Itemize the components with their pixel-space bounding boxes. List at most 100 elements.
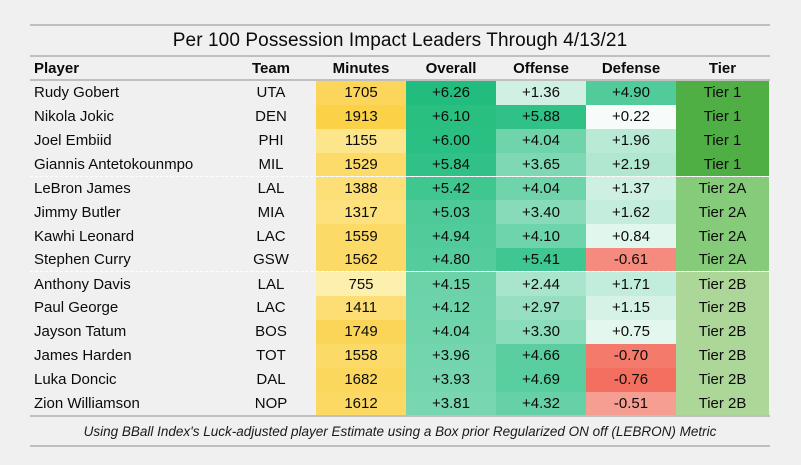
- table-row: Stephen Curry GSW 1562 +4.80 +5.41 -0.61…: [30, 248, 770, 273]
- footnote: Using BBall Index's Luck-adjusted player…: [83, 423, 717, 439]
- offense-cell: +2.97: [496, 296, 586, 320]
- player-name-cell: Rudy Gobert: [34, 84, 120, 102]
- minutes-cell: 1155: [316, 128, 406, 153]
- player-name-cell: Nikola Jokic: [34, 108, 115, 126]
- team-cell: MIL: [258, 155, 284, 173]
- defense-cell: +1.37: [586, 176, 676, 201]
- header-row: Player Team Minutes Overall Offense Defe…: [30, 57, 770, 79]
- table-row: Kawhi Leonard LAC 1559 +4.94 +4.10 +0.84…: [30, 224, 770, 249]
- tier-cell: Tier 2A: [676, 224, 769, 249]
- minutes-cell: 1913: [316, 104, 406, 129]
- overall-cell: +4.94: [406, 224, 496, 249]
- defense-cell: +4.90: [586, 81, 676, 105]
- title-rule: [30, 55, 770, 57]
- team-cell: LAL: [257, 180, 285, 197]
- table-row: Jimmy Butler MIA 1317 +5.03 +3.40 +1.62 …: [30, 200, 770, 225]
- tier-cell: Tier 2B: [676, 367, 769, 392]
- header-defense: Defense: [601, 59, 661, 77]
- table-row: Rudy Gobert UTA 1705 +6.26 +1.36 +4.90 T…: [30, 81, 770, 105]
- tier-cell: Tier 2B: [676, 272, 769, 297]
- table-row: Joel Embiid PHI 1155 +6.00 +4.04 +1.96 T…: [30, 128, 770, 153]
- table-row: Zion Williamson NOP 1612 +3.81 +4.32 -0.…: [30, 391, 770, 416]
- bottom-rule: [30, 445, 770, 448]
- overall-cell: +5.03: [406, 200, 496, 225]
- offense-cell: +5.88: [496, 104, 586, 129]
- overall-cell: +4.04: [406, 319, 496, 344]
- tier-cell: Tier 1: [676, 152, 769, 176]
- minutes-cell: 1682: [316, 367, 406, 392]
- defense-cell: +1.96: [586, 128, 676, 153]
- tier-cell: Tier 1: [676, 81, 769, 105]
- table-row: LeBron James LAL 1388 +5.42 +4.04 +1.37 …: [30, 176, 770, 201]
- defense-cell: -0.76: [586, 367, 676, 392]
- player-name-cell: Kawhi Leonard: [34, 227, 135, 245]
- header-player: Player: [34, 59, 80, 77]
- table-row: Luka Doncic DAL 1682 +3.93 +4.69 -0.76 T…: [30, 367, 770, 392]
- header-offense: Offense: [513, 59, 569, 77]
- table-body: Rudy Gobert UTA 1705 +6.26 +1.36 +4.90 T…: [30, 81, 770, 416]
- top-rule: [30, 24, 770, 26]
- tier-cell: Tier 1: [676, 128, 769, 153]
- defense-cell: +1.15: [586, 296, 676, 320]
- minutes-cell: 1612: [316, 391, 406, 416]
- team-cell: LAC: [256, 299, 286, 317]
- minutes-cell: 1562: [316, 248, 406, 272]
- table-row: Jayson Tatum BOS 1749 +4.04 +3.30 +0.75 …: [30, 319, 770, 344]
- overall-cell: +6.00: [406, 128, 496, 153]
- overall-cell: +5.84: [406, 152, 496, 176]
- player-name-cell: Paul George: [34, 299, 119, 317]
- overall-cell: +6.26: [406, 81, 496, 105]
- team-cell: TOT: [256, 347, 286, 365]
- defense-cell: +1.62: [586, 200, 676, 225]
- offense-cell: +4.66: [496, 343, 586, 368]
- offense-cell: +4.04: [496, 128, 586, 153]
- minutes-cell: 1559: [316, 224, 406, 249]
- minutes-cell: 1388: [316, 176, 406, 201]
- overall-cell: +3.96: [406, 343, 496, 368]
- offense-cell: +3.40: [496, 200, 586, 225]
- table-row: Nikola Jokic DEN 1913 +6.10 +5.88 +0.22 …: [30, 104, 770, 129]
- offense-cell: +3.30: [496, 319, 586, 344]
- overall-cell: +4.12: [406, 296, 496, 320]
- tier-cell: Tier 2B: [676, 343, 769, 368]
- header-tier: Tier: [708, 59, 737, 77]
- team-cell: BOS: [255, 323, 287, 341]
- minutes-cell: 755: [316, 272, 406, 297]
- player-name-cell: Jayson Tatum: [34, 323, 127, 341]
- header-team: Team: [251, 59, 291, 77]
- tier-cell: Tier 2A: [676, 176, 769, 201]
- minutes-cell: 1558: [316, 343, 406, 368]
- minutes-cell: 1529: [316, 152, 406, 176]
- defense-cell: -0.51: [586, 391, 676, 416]
- offense-cell: +5.41: [496, 248, 586, 272]
- overall-cell: +3.93: [406, 367, 496, 392]
- team-cell: LAL: [257, 275, 285, 293]
- tier-cell: Tier 2B: [676, 296, 769, 320]
- offense-cell: +4.10: [496, 224, 586, 249]
- team-cell: PHI: [258, 132, 284, 150]
- offense-cell: +1.36: [496, 81, 586, 105]
- team-cell: DEN: [255, 108, 287, 126]
- overall-cell: +4.15: [406, 272, 496, 297]
- defense-cell: -0.70: [586, 343, 676, 368]
- player-name-cell: Joel Embiid: [34, 132, 112, 150]
- offense-cell: +4.04: [496, 176, 586, 201]
- player-name-cell: Giannis Antetokounmpo: [34, 155, 194, 173]
- minutes-cell: 1317: [316, 200, 406, 225]
- team-cell: NOP: [254, 395, 288, 413]
- footer-top-rule: [30, 415, 770, 418]
- defense-cell: +0.22: [586, 104, 676, 129]
- table-row: Paul George LAC 1411 +4.12 +2.97 +1.15 T…: [30, 296, 770, 320]
- header-minutes: Minutes: [332, 59, 390, 77]
- impact-leaders-table: Per 100 Possession Impact Leaders Throug…: [30, 24, 770, 448]
- overall-cell: +5.42: [406, 176, 496, 201]
- team-cell: DAL: [256, 371, 286, 389]
- defense-cell: +0.84: [586, 224, 676, 249]
- defense-cell: +0.75: [586, 319, 676, 344]
- team-cell: UTA: [256, 84, 286, 102]
- overall-cell: +4.80: [406, 248, 496, 272]
- minutes-cell: 1411: [316, 296, 406, 320]
- overall-cell: +6.10: [406, 104, 496, 129]
- header-overall: Overall: [425, 59, 477, 77]
- minutes-cell: 1705: [316, 81, 406, 105]
